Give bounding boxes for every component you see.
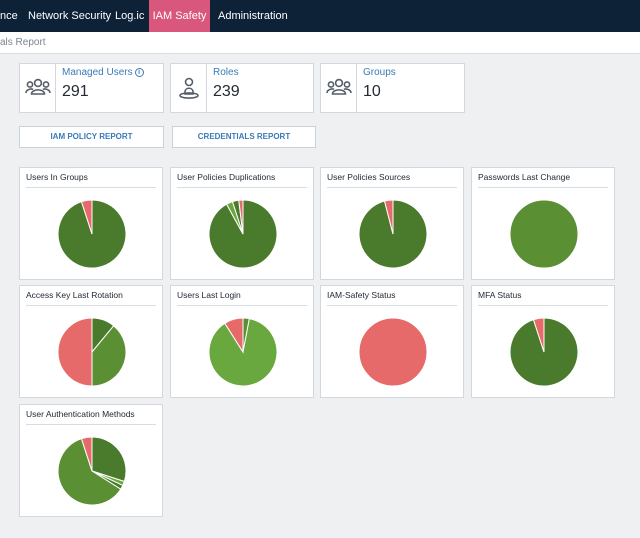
chart-title: User Authentication Methods xyxy=(26,409,135,419)
managed-users-label: Managed Users i xyxy=(62,67,144,78)
groups-count: 10 xyxy=(363,83,381,100)
breadcrumb-bar: als Report xyxy=(0,32,640,54)
chart-title: Users Last Login xyxy=(177,290,241,300)
pie-slice-2[interactable] xyxy=(224,317,244,354)
user-role-icon xyxy=(171,64,207,112)
chart-card-mfa-status: MFA Status xyxy=(471,285,615,398)
pie-slice-1[interactable] xyxy=(532,317,545,353)
pie-slice-1[interactable] xyxy=(91,325,127,387)
chart-title: Access Key Last Rotation xyxy=(26,290,123,300)
roles-count: 239 xyxy=(213,83,240,100)
chart-title: IAM-Safety Status xyxy=(327,290,396,300)
divider xyxy=(478,187,608,188)
pie-chart-users-last-login[interactable] xyxy=(208,317,278,387)
divider xyxy=(327,305,457,306)
pie-chart-user-policies-sources[interactable] xyxy=(358,199,428,269)
chart-card-passwords-last-change: Passwords Last Change xyxy=(471,167,615,280)
pie-chart-access-key-last-rotation[interactable] xyxy=(57,317,127,387)
roles-label: Roles xyxy=(213,67,239,78)
groups-label: Groups xyxy=(363,67,396,78)
pie-slice-3[interactable] xyxy=(238,199,244,235)
pie-chart-user-authentication-methods[interactable] xyxy=(57,436,127,506)
top-navigation: nce Network Security Log.ic IAM Safety A… xyxy=(0,0,640,32)
divider xyxy=(26,424,156,425)
info-icon[interactable]: i xyxy=(134,68,144,77)
pie-slice-1[interactable] xyxy=(383,199,394,235)
chart-title: MFA Status xyxy=(478,290,522,300)
pie-slice-0[interactable] xyxy=(358,317,428,387)
chart-card-access-key-last-rotation: Access Key Last Rotation xyxy=(19,285,163,398)
divider xyxy=(177,305,307,306)
chart-title: Users In Groups xyxy=(26,172,88,182)
pie-slice-2[interactable] xyxy=(57,317,93,387)
nav-item-logic[interactable]: Log.ic xyxy=(115,10,145,22)
iam-policy-report-button[interactable]: IAM POLICY REPORT xyxy=(19,126,164,148)
chart-card-iam-safety-status: IAM-Safety Status xyxy=(320,285,464,398)
nav-item-truncated[interactable]: nce xyxy=(0,10,18,22)
chart-card-user-policies-duplications: User Policies Duplications xyxy=(170,167,314,280)
divider xyxy=(26,187,156,188)
pie-chart-iam-safety-status[interactable] xyxy=(358,317,428,387)
chart-card-user-authentication-methods: User Authentication Methods xyxy=(19,404,163,517)
groups-tile: Groups 10 xyxy=(320,63,465,113)
pie-slice-4[interactable] xyxy=(80,436,93,472)
breadcrumb: als Report xyxy=(0,37,46,48)
pie-slice-3[interactable] xyxy=(57,438,122,506)
divider xyxy=(26,305,156,306)
pie-slice-0[interactable] xyxy=(91,436,127,483)
pie-chart-users-in-groups[interactable] xyxy=(57,199,127,269)
divider xyxy=(327,187,457,188)
chart-title: User Policies Duplications xyxy=(177,172,276,182)
chart-card-users-last-login: Users Last Login xyxy=(170,285,314,398)
divider xyxy=(177,187,307,188)
nav-item-administration[interactable]: Administration xyxy=(218,10,288,22)
pie-chart-passwords-last-change[interactable] xyxy=(509,199,579,269)
pie-slice-1[interactable] xyxy=(80,199,93,235)
managed-users-count: 291 xyxy=(62,83,89,100)
chart-card-users-in-groups: Users In Groups xyxy=(19,167,163,280)
chart-title: Passwords Last Change xyxy=(478,172,571,182)
nav-item-iam-safety[interactable]: IAM Safety xyxy=(149,0,210,32)
nav-item-network-security[interactable]: Network Security xyxy=(28,10,112,22)
pie-chart-user-policies-duplications[interactable] xyxy=(208,199,278,269)
chart-title: User Policies Sources xyxy=(327,172,411,182)
pie-slice-0[interactable] xyxy=(509,199,579,269)
managed-users-tile: Managed Users i 291 xyxy=(19,63,164,113)
users-icon xyxy=(20,64,56,112)
credentials-report-button[interactable]: CREDENTIALS REPORT xyxy=(172,126,316,148)
divider xyxy=(478,305,608,306)
groups-icon xyxy=(321,64,357,112)
pie-chart-mfa-status[interactable] xyxy=(509,317,579,387)
roles-tile: Roles 239 xyxy=(170,63,314,113)
chart-card-user-policies-sources: User Policies Sources xyxy=(320,167,464,280)
